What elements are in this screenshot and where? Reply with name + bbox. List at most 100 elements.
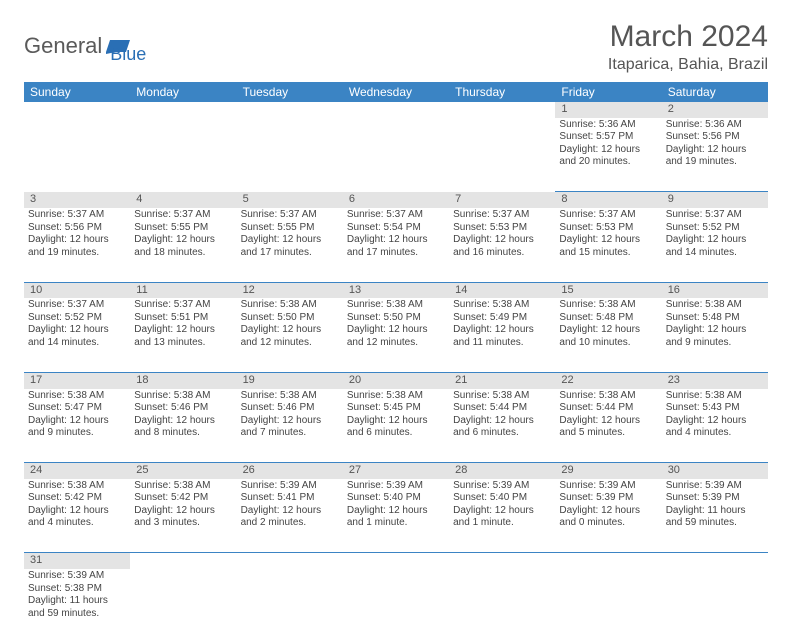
cell-line-sunrise: Sunrise: 5:37 AM xyxy=(347,209,445,222)
cell-line-day2: and 14 minutes. xyxy=(28,337,126,350)
cell-line-day1: Daylight: 12 hours xyxy=(453,505,551,518)
day-number-cell: 7 xyxy=(449,192,555,208)
day-cell: Sunrise: 5:37 AMSunset: 5:53 PMDaylight:… xyxy=(449,208,555,282)
day-number-cell xyxy=(237,102,343,118)
day-cell: Sunrise: 5:38 AMSunset: 5:42 PMDaylight:… xyxy=(130,479,236,553)
cell-line-sunrise: Sunrise: 5:39 AM xyxy=(347,480,445,493)
cell-line-day1: Daylight: 12 hours xyxy=(347,505,445,518)
day-number-cell: 30 xyxy=(662,463,768,479)
cell-line-sunrise: Sunrise: 5:38 AM xyxy=(559,390,657,403)
day-number-cell: 29 xyxy=(555,463,661,479)
cell-line-sunset: Sunset: 5:53 PM xyxy=(559,222,657,235)
cell-line-day1: Daylight: 12 hours xyxy=(134,324,232,337)
cell-line-day2: and 9 minutes. xyxy=(666,337,764,350)
cell-line-day2: and 19 minutes. xyxy=(666,156,764,169)
cell-line-day1: Daylight: 12 hours xyxy=(28,324,126,337)
day-cell: Sunrise: 5:37 AMSunset: 5:55 PMDaylight:… xyxy=(237,208,343,282)
cell-line-day1: Daylight: 12 hours xyxy=(241,234,339,247)
day-number-cell: 27 xyxy=(343,463,449,479)
day-cell: Sunrise: 5:39 AMSunset: 5:38 PMDaylight:… xyxy=(24,569,130,643)
day-cell xyxy=(130,569,236,643)
cell-line-day1: Daylight: 11 hours xyxy=(28,595,126,608)
cell-line-day2: and 0 minutes. xyxy=(559,517,657,530)
cell-line-sunset: Sunset: 5:40 PM xyxy=(347,492,445,505)
cell-line-day2: and 15 minutes. xyxy=(559,247,657,260)
day-cell: Sunrise: 5:37 AMSunset: 5:55 PMDaylight:… xyxy=(130,208,236,282)
calendar-table: Sunday Monday Tuesday Wednesday Thursday… xyxy=(24,82,768,643)
day-number-cell: 31 xyxy=(24,553,130,569)
day-cell xyxy=(24,118,130,192)
cell-line-sunset: Sunset: 5:55 PM xyxy=(134,222,232,235)
day-number-cell: 8 xyxy=(555,192,661,208)
cell-line-sunset: Sunset: 5:44 PM xyxy=(559,402,657,415)
cell-line-sunset: Sunset: 5:44 PM xyxy=(453,402,551,415)
week-row: Sunrise: 5:36 AMSunset: 5:57 PMDaylight:… xyxy=(24,118,768,192)
cell-line-day2: and 12 minutes. xyxy=(347,337,445,350)
cell-line-day2: and 20 minutes. xyxy=(559,156,657,169)
cell-line-day2: and 19 minutes. xyxy=(28,247,126,260)
day-cell xyxy=(237,569,343,643)
daynum-row: 3456789 xyxy=(24,192,768,208)
cell-line-sunrise: Sunrise: 5:38 AM xyxy=(347,390,445,403)
day-number-cell: 28 xyxy=(449,463,555,479)
day-cell: Sunrise: 5:37 AMSunset: 5:56 PMDaylight:… xyxy=(24,208,130,282)
cell-line-sunrise: Sunrise: 5:37 AM xyxy=(241,209,339,222)
day-cell: Sunrise: 5:38 AMSunset: 5:44 PMDaylight:… xyxy=(449,389,555,463)
logo-text-general: General xyxy=(24,33,102,59)
cell-line-day1: Daylight: 11 hours xyxy=(666,505,764,518)
day-cell: Sunrise: 5:39 AMSunset: 5:39 PMDaylight:… xyxy=(555,479,661,553)
cell-line-sunrise: Sunrise: 5:37 AM xyxy=(559,209,657,222)
week-row: Sunrise: 5:37 AMSunset: 5:52 PMDaylight:… xyxy=(24,298,768,372)
cell-line-sunset: Sunset: 5:48 PM xyxy=(559,312,657,325)
cell-line-day1: Daylight: 12 hours xyxy=(453,415,551,428)
day-cell: Sunrise: 5:38 AMSunset: 5:44 PMDaylight:… xyxy=(555,389,661,463)
cell-line-sunset: Sunset: 5:50 PM xyxy=(347,312,445,325)
cell-line-sunset: Sunset: 5:47 PM xyxy=(28,402,126,415)
cell-line-day2: and 5 minutes. xyxy=(559,427,657,440)
month-title: March 2024 xyxy=(608,20,768,54)
day-cell: Sunrise: 5:39 AMSunset: 5:40 PMDaylight:… xyxy=(449,479,555,553)
cell-line-sunrise: Sunrise: 5:38 AM xyxy=(347,299,445,312)
day-number-cell: 15 xyxy=(555,282,661,298)
cell-line-sunrise: Sunrise: 5:37 AM xyxy=(28,299,126,312)
cell-line-day2: and 18 minutes. xyxy=(134,247,232,260)
logo-text-blue: Blue xyxy=(110,44,146,65)
day-cell xyxy=(662,569,768,643)
cell-line-day1: Daylight: 12 hours xyxy=(134,234,232,247)
cell-line-sunset: Sunset: 5:51 PM xyxy=(134,312,232,325)
day-number-cell: 18 xyxy=(130,372,236,388)
day-cell: Sunrise: 5:37 AMSunset: 5:52 PMDaylight:… xyxy=(24,298,130,372)
day-cell: Sunrise: 5:38 AMSunset: 5:50 PMDaylight:… xyxy=(237,298,343,372)
weekday-header: Saturday xyxy=(662,82,768,102)
daynum-row: 24252627282930 xyxy=(24,463,768,479)
day-number-cell: 3 xyxy=(24,192,130,208)
day-number-cell: 14 xyxy=(449,282,555,298)
cell-line-sunset: Sunset: 5:48 PM xyxy=(666,312,764,325)
day-cell xyxy=(449,118,555,192)
cell-line-day2: and 8 minutes. xyxy=(134,427,232,440)
day-number-cell xyxy=(343,102,449,118)
cell-line-sunset: Sunset: 5:54 PM xyxy=(347,222,445,235)
day-number-cell: 4 xyxy=(130,192,236,208)
cell-line-sunset: Sunset: 5:38 PM xyxy=(28,583,126,596)
daynum-row: 17181920212223 xyxy=(24,372,768,388)
day-number-cell xyxy=(237,553,343,569)
cell-line-day1: Daylight: 12 hours xyxy=(134,415,232,428)
day-cell: Sunrise: 5:38 AMSunset: 5:47 PMDaylight:… xyxy=(24,389,130,463)
day-number-cell: 25 xyxy=(130,463,236,479)
day-cell: Sunrise: 5:38 AMSunset: 5:45 PMDaylight:… xyxy=(343,389,449,463)
cell-line-sunset: Sunset: 5:52 PM xyxy=(28,312,126,325)
cell-line-day1: Daylight: 12 hours xyxy=(666,324,764,337)
cell-line-day1: Daylight: 12 hours xyxy=(559,324,657,337)
logo: General Blue xyxy=(24,26,146,65)
day-cell: Sunrise: 5:38 AMSunset: 5:46 PMDaylight:… xyxy=(130,389,236,463)
cell-line-sunset: Sunset: 5:49 PM xyxy=(453,312,551,325)
day-number-cell: 23 xyxy=(662,372,768,388)
day-cell xyxy=(343,118,449,192)
cell-line-sunset: Sunset: 5:46 PM xyxy=(134,402,232,415)
cell-line-day1: Daylight: 12 hours xyxy=(666,144,764,157)
cell-line-sunrise: Sunrise: 5:38 AM xyxy=(453,299,551,312)
cell-line-sunrise: Sunrise: 5:38 AM xyxy=(666,299,764,312)
cell-line-sunrise: Sunrise: 5:36 AM xyxy=(666,119,764,132)
cell-line-day2: and 6 minutes. xyxy=(453,427,551,440)
